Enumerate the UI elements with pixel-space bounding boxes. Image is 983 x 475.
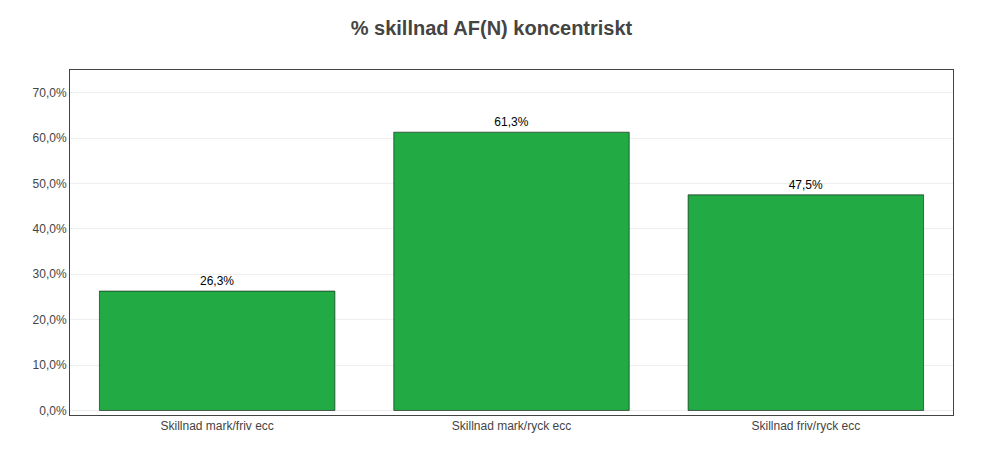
svg-text:50,0%: 50,0% xyxy=(33,177,67,191)
svg-text:Skillnad friv/ryck ecc: Skillnad friv/ryck ecc xyxy=(751,419,860,433)
svg-text:Skillnad mark/friv ecc: Skillnad mark/friv ecc xyxy=(160,419,273,433)
svg-text:30,0%: 30,0% xyxy=(33,267,67,281)
svg-text:60,0%: 60,0% xyxy=(33,131,67,145)
svg-text:20,0%: 20,0% xyxy=(33,313,67,327)
svg-text:40,0%: 40,0% xyxy=(33,222,67,236)
svg-text:10,0%: 10,0% xyxy=(33,358,67,372)
svg-text:47,5%: 47,5% xyxy=(789,178,823,192)
svg-text:0,0%: 0,0% xyxy=(39,404,67,418)
svg-text:% skillnad AF(N) koncentriskt: % skillnad AF(N) koncentriskt xyxy=(351,17,633,39)
svg-text:61,3%: 61,3% xyxy=(494,115,528,129)
svg-text:Skillnad mark/ryck ecc: Skillnad mark/ryck ecc xyxy=(452,419,571,433)
svg-text:26,3%: 26,3% xyxy=(200,274,234,288)
svg-text:70,0%: 70,0% xyxy=(33,86,67,100)
